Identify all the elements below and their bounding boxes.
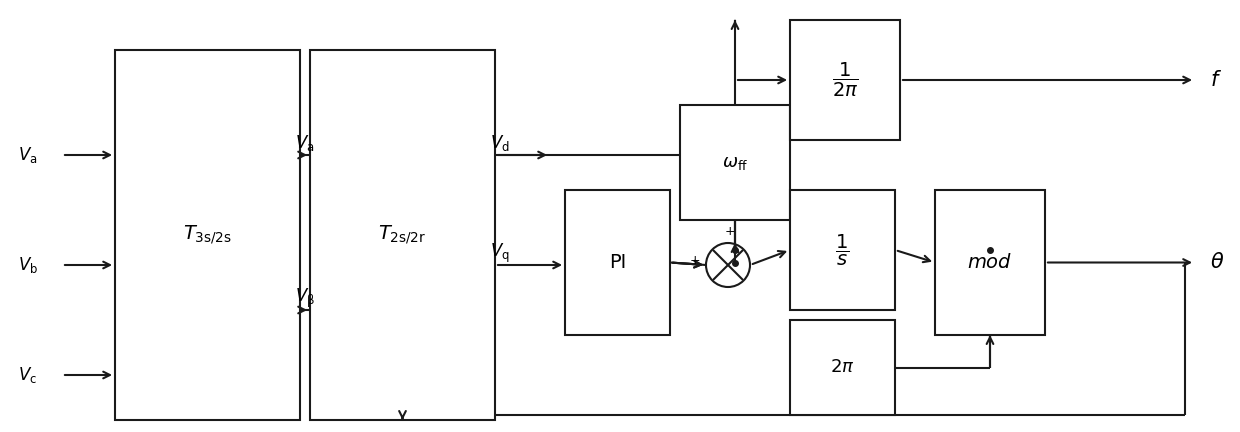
Text: $\dfrac{1}{2\pi}$: $\dfrac{1}{2\pi}$ <box>832 61 858 99</box>
Text: PI: PI <box>609 253 626 272</box>
Text: +: + <box>724 225 735 238</box>
Text: $2\pi$: $2\pi$ <box>831 359 854 377</box>
Text: $T_{\mathrm{3s/2s}}$: $T_{\mathrm{3s/2s}}$ <box>184 223 232 246</box>
Bar <box>565 190 670 335</box>
Text: +: + <box>689 254 701 267</box>
Bar <box>790 190 895 310</box>
Bar <box>310 50 495 420</box>
Text: $V_{\mathrm{\beta}}$: $V_{\mathrm{\beta}}$ <box>295 286 315 310</box>
Bar <box>115 50 300 420</box>
Text: $\omega_{\mathrm{ff}}$: $\omega_{\mathrm{ff}}$ <box>722 153 748 172</box>
Text: $V_{\mathrm{q}}$: $V_{\mathrm{q}}$ <box>490 241 510 264</box>
Bar <box>935 190 1045 335</box>
Bar <box>680 105 790 220</box>
Text: $f$: $f$ <box>1210 70 1221 90</box>
Text: $mod$: $mod$ <box>967 253 1013 272</box>
Bar <box>790 320 895 415</box>
Text: $\theta$: $\theta$ <box>1210 252 1224 273</box>
Text: $T_{\mathrm{2s/2r}}$: $T_{\mathrm{2s/2r}}$ <box>378 223 427 246</box>
Text: $V_{\mathrm{c}}$: $V_{\mathrm{c}}$ <box>19 365 37 385</box>
Text: $V_{\mathrm{a}}$: $V_{\mathrm{a}}$ <box>295 133 315 153</box>
Text: $\dfrac{1}{s}$: $\dfrac{1}{s}$ <box>836 232 849 267</box>
Text: $V_{\mathrm{d}}$: $V_{\mathrm{d}}$ <box>490 133 510 153</box>
Text: $V_{\mathrm{b}}$: $V_{\mathrm{b}}$ <box>19 255 38 275</box>
Text: $V_{\mathrm{a}}$: $V_{\mathrm{a}}$ <box>19 145 37 165</box>
Bar <box>790 20 900 140</box>
